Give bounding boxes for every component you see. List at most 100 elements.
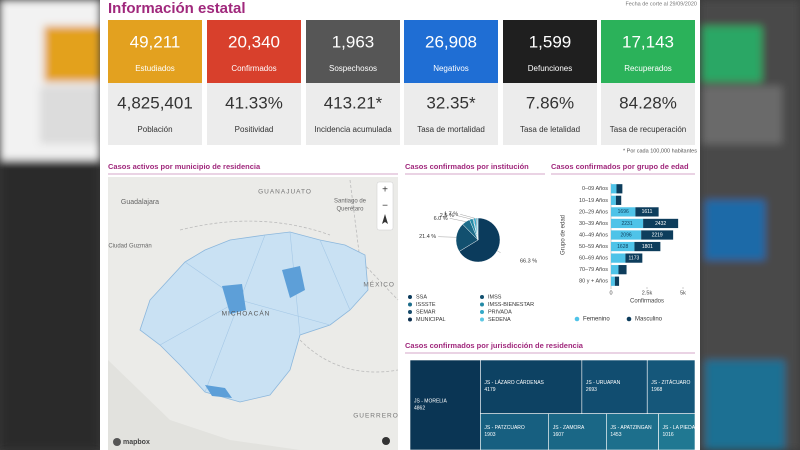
card-label: Tasa de letalidad bbox=[520, 125, 580, 134]
map-terrain bbox=[108, 360, 300, 450]
x-tick-label: 5k bbox=[680, 290, 686, 296]
data-label: 1611 bbox=[642, 209, 653, 215]
bar-segment bbox=[611, 195, 616, 205]
card-value: 41.33% bbox=[225, 93, 283, 112]
indicator-card bbox=[503, 20, 597, 83]
map-label: GUERRERO bbox=[353, 413, 399, 420]
y-tick-label: 70–79 Años bbox=[579, 267, 608, 273]
data-label: 1628 bbox=[617, 244, 628, 250]
legend-label: Masculino bbox=[635, 317, 663, 323]
data-label: 2096 bbox=[621, 232, 632, 238]
active-area bbox=[222, 284, 246, 314]
bar-segment bbox=[611, 253, 626, 263]
y-tick-label: 50–59 Años bbox=[579, 244, 608, 250]
legend-label: IMSS bbox=[488, 294, 502, 300]
data-label: 1173 bbox=[629, 255, 640, 261]
data-label: 2432 bbox=[655, 221, 666, 227]
zoom-out[interactable]: − bbox=[382, 201, 388, 212]
indicator-card bbox=[601, 20, 695, 83]
active-area bbox=[205, 385, 232, 398]
chart-title: Casos confirmados por grupo de edad bbox=[551, 162, 689, 171]
cell-label: JS - LÁZARO CÁRDENAS bbox=[484, 379, 544, 386]
cell-value: 2693 bbox=[586, 387, 597, 393]
card-value: 26,908 bbox=[425, 32, 477, 51]
x-tick-label: 0 bbox=[609, 290, 612, 296]
y-tick-label: 20–29 Años bbox=[579, 209, 608, 215]
card-label: Tasa de mortalidad bbox=[417, 125, 485, 134]
map-label: Santiago de bbox=[334, 199, 367, 205]
map-label: MÉXICO bbox=[363, 280, 395, 289]
card-value: 1,963 bbox=[332, 32, 375, 51]
legend-swatch bbox=[408, 310, 412, 314]
compass[interactable] bbox=[382, 214, 388, 224]
rate-card bbox=[404, 83, 498, 145]
data-label: 1801 bbox=[642, 244, 653, 250]
card-label: Recuperados bbox=[624, 64, 672, 73]
bar-segment bbox=[611, 230, 642, 240]
legend-label: SSA bbox=[416, 294, 427, 300]
legend-swatch bbox=[408, 302, 412, 307]
card-label: Población bbox=[137, 125, 172, 134]
data-label: 6.0 % bbox=[434, 216, 448, 222]
legend-label: Femenino bbox=[583, 317, 610, 323]
card-label: Defunciones bbox=[528, 64, 572, 73]
legend-swatch bbox=[480, 317, 484, 322]
indicator-card bbox=[108, 20, 202, 83]
card-value: 4,825,401 bbox=[117, 93, 193, 112]
data-label: 2.5 % bbox=[440, 213, 454, 219]
leader-line bbox=[449, 218, 466, 222]
map-label: Guadalajara bbox=[121, 199, 159, 206]
data-label: 21.4 % bbox=[419, 234, 436, 240]
rate-card bbox=[306, 83, 400, 145]
cell-value: 4179 bbox=[484, 387, 495, 393]
card-label: Incidencia acumulada bbox=[314, 125, 392, 134]
data-label: 1.7 % bbox=[444, 212, 458, 218]
legend-swatch bbox=[480, 302, 484, 307]
legend-label: SEMAR bbox=[416, 309, 436, 315]
chart-title: Casos confirmados por institución bbox=[405, 162, 529, 171]
legend-swatch bbox=[626, 316, 632, 322]
card-value: 20,340 bbox=[228, 32, 280, 51]
cell-value: 1968 bbox=[651, 387, 662, 393]
indicator-card bbox=[404, 20, 498, 83]
info-button[interactable] bbox=[382, 437, 390, 445]
pie-slice bbox=[476, 217, 479, 241]
map-label: Ciudad Guzmán bbox=[108, 244, 151, 250]
map: GUANAJUATO Guadalajara Santiago de Queré… bbox=[108, 177, 399, 450]
bar-segment bbox=[625, 253, 643, 263]
leader-line bbox=[497, 250, 501, 253]
bar-segment bbox=[635, 207, 659, 217]
legend-swatch bbox=[408, 295, 412, 299]
x-axis-label: Confirmados bbox=[630, 299, 664, 305]
cutoff-date: Fecha de corte al 29/09/2020 bbox=[625, 1, 697, 7]
x-tick-label: 2.5k bbox=[642, 290, 653, 296]
legend-swatch bbox=[480, 295, 484, 299]
legend-swatch bbox=[574, 316, 580, 322]
data-label: 2219 bbox=[652, 232, 663, 238]
card-label: Sospechosos bbox=[329, 64, 377, 73]
card-value: 413.21* bbox=[324, 93, 383, 112]
card-value: 84.28% bbox=[619, 93, 677, 112]
legend-label: SEDENA bbox=[488, 317, 511, 323]
treemap-cell bbox=[606, 413, 659, 450]
card-value: 17,143 bbox=[622, 32, 674, 51]
legend-label: IMSS-BIENESTAR bbox=[488, 302, 534, 308]
bar-segment bbox=[611, 184, 617, 194]
rate-card bbox=[207, 83, 301, 145]
card-label: Positividad bbox=[235, 125, 274, 134]
cell-value: 1903 bbox=[484, 432, 495, 438]
card-value: 7.86% bbox=[526, 93, 574, 112]
indicator-card bbox=[207, 20, 301, 83]
treemap-cell bbox=[646, 359, 696, 414]
rate-card bbox=[601, 83, 695, 145]
bar-segment bbox=[611, 241, 635, 252]
cell-label: JS - ZITÁCUARO bbox=[651, 379, 690, 386]
cell-value: 1016 bbox=[663, 432, 674, 438]
y-tick-label: 80 y + Años bbox=[579, 279, 608, 285]
zoom-in[interactable]: + bbox=[382, 185, 388, 196]
leader-line bbox=[460, 214, 475, 219]
page-title: Información estatal bbox=[108, 0, 246, 17]
cell-label: JS - URUAPAN bbox=[586, 380, 621, 386]
treemap-cell bbox=[409, 359, 481, 450]
